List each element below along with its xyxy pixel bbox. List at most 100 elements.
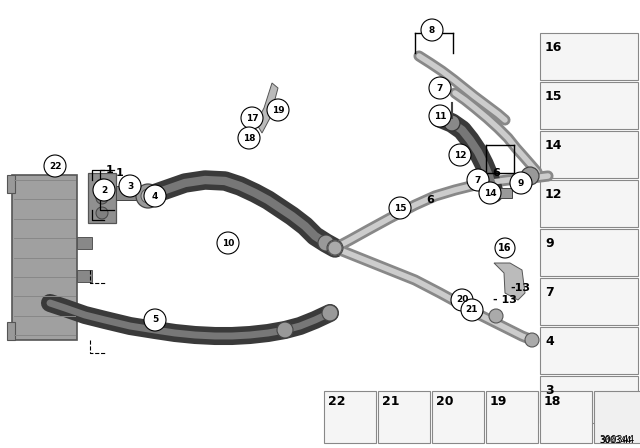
Text: 20: 20 <box>436 395 454 408</box>
Circle shape <box>119 175 141 197</box>
Text: 5: 5 <box>152 315 158 324</box>
Bar <box>540 82 638 129</box>
Circle shape <box>322 305 338 321</box>
Circle shape <box>267 99 289 121</box>
Text: 18: 18 <box>544 395 561 408</box>
Circle shape <box>44 155 66 177</box>
Text: 6: 6 <box>426 195 434 205</box>
Text: 17: 17 <box>246 113 259 122</box>
Bar <box>77 237 92 249</box>
Bar <box>88 173 116 223</box>
Polygon shape <box>256 83 278 133</box>
Text: 7: 7 <box>475 176 481 185</box>
Bar <box>116 186 138 200</box>
Polygon shape <box>494 263 525 300</box>
Circle shape <box>449 144 471 166</box>
Bar <box>378 391 430 443</box>
Circle shape <box>489 309 503 323</box>
Text: 19: 19 <box>490 395 508 408</box>
Circle shape <box>96 179 108 191</box>
Text: 6: 6 <box>492 168 500 178</box>
Circle shape <box>429 105 451 127</box>
Text: - 13: - 13 <box>493 295 517 305</box>
Circle shape <box>144 185 166 207</box>
Bar <box>7 322 15 340</box>
Circle shape <box>327 240 343 256</box>
Circle shape <box>461 299 483 321</box>
Circle shape <box>429 77 451 99</box>
Bar <box>486 391 538 443</box>
Circle shape <box>144 309 166 331</box>
Circle shape <box>525 333 539 347</box>
Circle shape <box>136 184 160 208</box>
Text: 14: 14 <box>545 139 563 152</box>
Circle shape <box>96 207 108 219</box>
Text: 14: 14 <box>484 189 496 198</box>
Circle shape <box>328 241 342 255</box>
Circle shape <box>421 19 443 41</box>
Bar <box>540 376 638 423</box>
Circle shape <box>318 235 334 251</box>
Text: 300344: 300344 <box>600 436 632 445</box>
Text: 300344: 300344 <box>600 435 635 445</box>
Circle shape <box>96 192 108 204</box>
Text: 11: 11 <box>434 112 446 121</box>
Circle shape <box>141 189 155 203</box>
Text: 15: 15 <box>394 203 406 212</box>
Bar <box>432 391 484 443</box>
Bar <box>540 327 638 374</box>
Circle shape <box>241 107 263 129</box>
Text: 12: 12 <box>454 151 467 159</box>
Text: 1: 1 <box>106 165 114 175</box>
Bar <box>540 33 638 80</box>
Text: 15: 15 <box>545 90 563 103</box>
Circle shape <box>444 115 460 131</box>
Text: 4: 4 <box>152 191 158 201</box>
Circle shape <box>93 179 115 201</box>
Bar <box>540 278 638 325</box>
Text: 16: 16 <box>499 243 512 253</box>
Circle shape <box>521 167 539 185</box>
Text: 20: 20 <box>456 296 468 305</box>
Circle shape <box>217 232 239 254</box>
Circle shape <box>495 238 515 258</box>
Text: 7: 7 <box>545 286 554 299</box>
Text: 19: 19 <box>272 105 284 115</box>
Text: 9: 9 <box>518 178 524 188</box>
Bar <box>540 180 638 227</box>
Circle shape <box>451 289 473 311</box>
Text: 16: 16 <box>545 41 563 54</box>
Text: 3: 3 <box>127 181 133 190</box>
Bar <box>540 229 638 276</box>
Circle shape <box>479 182 501 204</box>
Circle shape <box>523 169 537 183</box>
Text: 10: 10 <box>222 238 234 247</box>
Bar <box>7 175 15 193</box>
Bar <box>12 175 77 340</box>
Text: 2: 2 <box>101 185 107 194</box>
Text: 7: 7 <box>437 83 443 92</box>
Bar <box>594 391 640 443</box>
Bar <box>540 131 638 178</box>
Text: 18: 18 <box>243 134 255 142</box>
Bar <box>324 391 376 443</box>
Circle shape <box>277 322 293 338</box>
Text: 22: 22 <box>49 161 61 171</box>
Bar <box>498 188 512 198</box>
Text: 12: 12 <box>545 188 563 201</box>
Circle shape <box>510 172 532 194</box>
Text: 21: 21 <box>466 306 478 314</box>
Text: 1: 1 <box>116 168 124 178</box>
Text: 22: 22 <box>328 395 346 408</box>
Text: 9: 9 <box>545 237 554 250</box>
Bar <box>77 270 92 282</box>
Bar <box>540 391 592 443</box>
Circle shape <box>467 169 489 191</box>
Text: 3: 3 <box>545 384 554 397</box>
Text: 8: 8 <box>429 26 435 34</box>
Circle shape <box>389 197 411 219</box>
Text: 21: 21 <box>382 395 399 408</box>
Text: 4: 4 <box>545 335 554 348</box>
Circle shape <box>238 127 260 149</box>
Text: -13: -13 <box>510 283 530 293</box>
